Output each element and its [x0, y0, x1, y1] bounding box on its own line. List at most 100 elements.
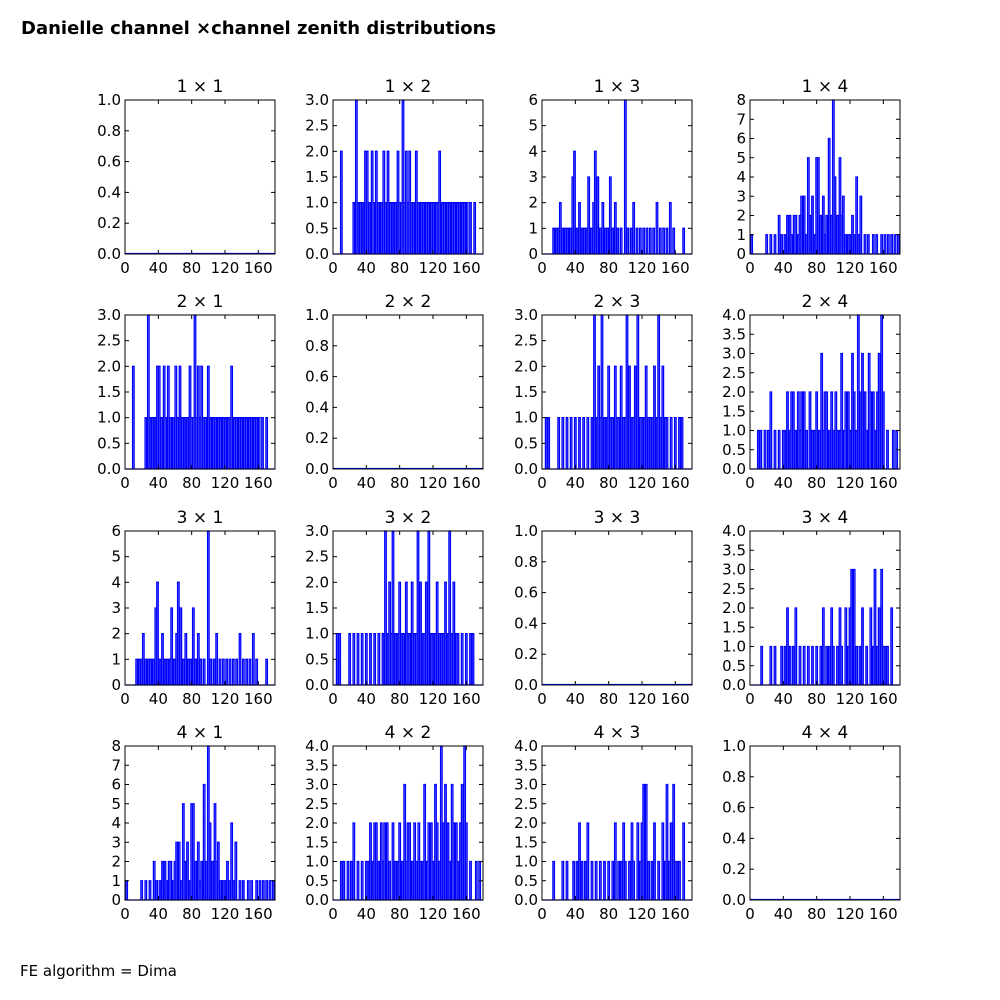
x-tick-label: 40: [566, 474, 585, 492]
y-tick-label: 0.5: [305, 872, 329, 890]
y-tick-label: 0.2: [305, 429, 329, 447]
x-tick-label: 120: [211, 905, 240, 923]
y-tick-label: 3.0: [514, 306, 538, 324]
y-tick-label: 2: [111, 625, 121, 643]
y-tick-label: 3.5: [514, 756, 538, 774]
y-tick-label: 0.6: [514, 584, 538, 602]
y-tick-label: 0.5: [514, 434, 538, 452]
x-tick-label: 0: [328, 905, 338, 923]
x-tick-label: 120: [419, 905, 448, 923]
y-tick-label: 2.5: [514, 795, 538, 813]
y-tick-label: 7: [111, 756, 121, 774]
x-tick-label: 0: [745, 905, 755, 923]
y-tick-label: 2.5: [305, 795, 329, 813]
series-line: [125, 745, 275, 901]
y-tick-label: 8: [111, 737, 121, 755]
y-tick-label: 3.5: [722, 325, 746, 343]
plot-frame: [749, 530, 901, 686]
y-tick-label: 1: [736, 226, 746, 244]
y-tick-label: 2.0: [722, 383, 746, 401]
y-tick-label: 2.5: [722, 364, 746, 382]
y-tick-label: 0: [736, 245, 746, 263]
figure-title: Danielle channel ×channel zenith distrib…: [21, 18, 497, 39]
subplot-title: 3 × 1: [177, 508, 224, 528]
y-tick-label: 1.0: [514, 853, 538, 871]
subplot-title: 3 × 2: [385, 508, 432, 528]
y-tick-label: 5: [528, 117, 538, 135]
y-tick-label: 3: [736, 187, 746, 205]
x-tick-label: 80: [390, 690, 409, 708]
x-tick-label: 80: [807, 259, 826, 277]
plot-frame: [749, 745, 901, 901]
x-tick-label: 160: [661, 259, 690, 277]
x-tick-label: 80: [599, 905, 618, 923]
y-tick-label: 1.0: [722, 737, 746, 755]
x-tick-label: 80: [182, 259, 201, 277]
x-tick-label: 40: [357, 690, 376, 708]
series-line: [542, 783, 692, 901]
y-tick-label: 0.2: [514, 645, 538, 663]
series-line: [750, 99, 900, 255]
x-tick-label: 80: [390, 259, 409, 277]
y-tick-label: 0.5: [722, 657, 746, 675]
y-tick-label: 0.0: [722, 676, 746, 694]
y-tick-label: 0.6: [722, 799, 746, 817]
y-tick-label: 1.5: [722, 402, 746, 420]
y-tick-label: 1.0: [305, 194, 329, 212]
subplot-9: 3 × 1 0 40 80 120 160 0 1 2 3 4 5 6: [111, 508, 276, 708]
y-tick-label: 2.5: [514, 332, 538, 350]
y-tick-label: 3.5: [722, 541, 746, 559]
y-tick-label: 0.2: [97, 214, 121, 232]
x-tick-label: 40: [566, 259, 585, 277]
plot-frame: [541, 530, 693, 686]
y-tick-label: 4.0: [722, 306, 746, 324]
subplot-14: 4 × 2 0 40 80 120 160 0.00.51.0 1.52.02.53.0 3.5…: [305, 723, 484, 923]
plot-frame: [541, 314, 693, 470]
subplot-11: 3 × 3 0 40 80 120 160 0.0 0.2 0.4 0.6 0.8 1.0: [514, 508, 693, 708]
y-tick-label: 6: [736, 130, 746, 148]
x-tick-label: 40: [566, 690, 585, 708]
y-tick-label: 0.0: [97, 245, 121, 263]
y-tick-label: 4.0: [305, 737, 329, 755]
y-tick-label: 0.2: [722, 860, 746, 878]
x-tick-label: 120: [836, 905, 865, 923]
x-tick-label: 0: [328, 690, 338, 708]
x-tick-label: 0: [537, 690, 547, 708]
y-tick-label: 5: [111, 548, 121, 566]
y-tick-label: 3.0: [97, 306, 121, 324]
series-line: [125, 314, 275, 470]
x-tick-label: 120: [628, 905, 657, 923]
subplot-2: 1 × 2 0 40 80 120 160 0.0 0.5 1.0 1.5 2.0 2.5 3.0: [305, 77, 484, 277]
y-tick-label: 0: [111, 676, 121, 694]
x-tick-label: 40: [149, 474, 168, 492]
y-tick-label: 0.4: [97, 183, 121, 201]
subplot-title: 1 × 1: [177, 77, 224, 97]
y-tick-label: 3: [111, 599, 121, 617]
subplot-1: 1 × 1 0 40 80 120 160 0.0 0.2 0.4 0.6 0.8 1.0: [97, 77, 276, 277]
subplot-7: 2 × 3 0 40 80 120 160 0.0 0.5 1.0 1.5 2.0 2.5 3.0: [514, 292, 693, 492]
x-tick-label: 0: [745, 474, 755, 492]
y-tick-label: 2.0: [514, 814, 538, 832]
series-line: [333, 530, 483, 686]
plot-frame: [124, 745, 276, 901]
x-tick-label: 80: [390, 905, 409, 923]
x-tick-label: 120: [419, 474, 448, 492]
x-tick-label: 0: [537, 474, 547, 492]
x-tick-label: 40: [149, 690, 168, 708]
y-tick-label: 3.0: [305, 776, 329, 794]
y-tick-label: 0.5: [305, 219, 329, 237]
y-tick-label: 1.0: [97, 91, 121, 109]
x-tick-label: 0: [328, 474, 338, 492]
x-tick-label: 40: [149, 259, 168, 277]
subplot-title: 4 × 1: [177, 723, 224, 743]
y-tick-label: 1.5: [305, 168, 329, 186]
y-tick-label: 0.8: [722, 768, 746, 786]
x-tick-label: 120: [419, 259, 448, 277]
y-tick-label: 2.0: [97, 357, 121, 375]
y-tick-label: 0.0: [305, 245, 329, 263]
x-tick-label: 160: [452, 905, 481, 923]
subplot-title: 2 × 3: [594, 292, 641, 312]
subplot-title: 1 × 2: [385, 77, 432, 97]
x-tick-label: 40: [774, 905, 793, 923]
